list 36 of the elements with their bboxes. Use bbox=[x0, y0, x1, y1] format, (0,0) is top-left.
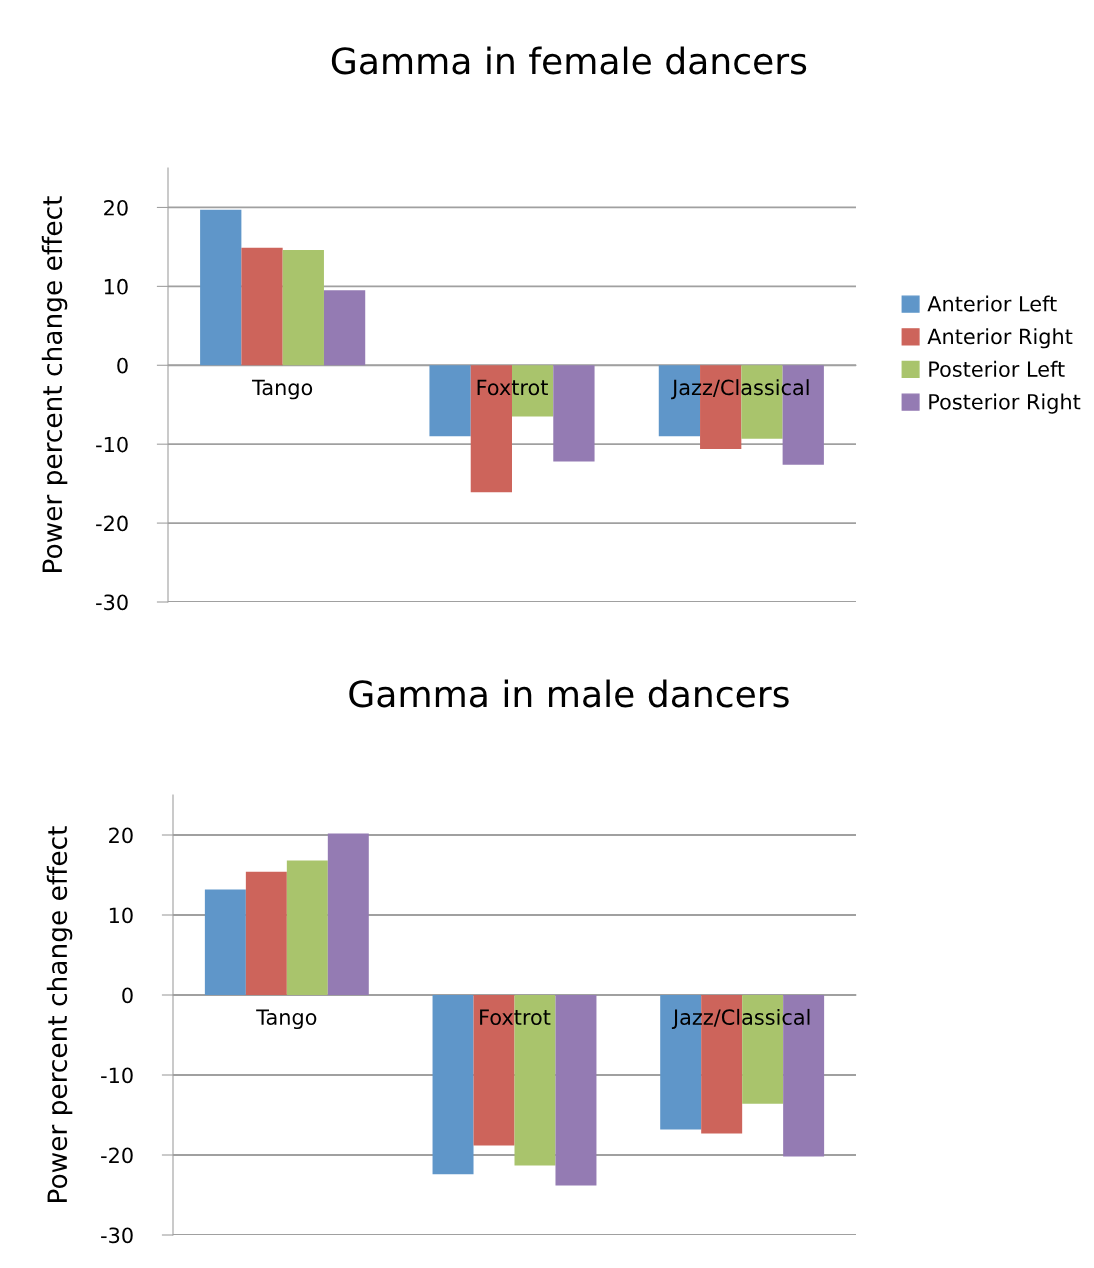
y-tick-label: 10 bbox=[109, 907, 133, 924]
bar bbox=[282, 250, 324, 366]
bar bbox=[323, 290, 366, 366]
bar bbox=[200, 209, 242, 366]
legend-label: Posterior Right bbox=[929, 393, 1081, 414]
x-tick-label: Foxtrot bbox=[480, 1009, 551, 1026]
chart-title: Gamma in male dancers bbox=[349, 679, 789, 708]
bar bbox=[327, 833, 369, 995]
y-tick-label: -20 bbox=[101, 1147, 133, 1164]
y-tick-label: 20 bbox=[104, 199, 128, 216]
x-tick-label: Tango bbox=[256, 1009, 317, 1030]
bar bbox=[429, 365, 471, 437]
legend-label: Anterior Right bbox=[927, 328, 1073, 349]
y-tick-label: 20 bbox=[109, 827, 133, 844]
x-tick-label: Foxtrot bbox=[477, 379, 548, 396]
y-tick-label: -30 bbox=[101, 1227, 133, 1244]
bar bbox=[555, 995, 597, 1186]
y-axis-title: Power percent change effect bbox=[41, 196, 68, 572]
legend-label: Anterior Left bbox=[927, 295, 1057, 312]
bar bbox=[241, 247, 283, 366]
y-tick-label: -10 bbox=[96, 436, 128, 453]
legend-label: Posterior Left bbox=[929, 360, 1065, 377]
bar bbox=[286, 860, 328, 995]
y-tick-label: -10 bbox=[101, 1067, 133, 1084]
y-axis-title: Power percent change effect bbox=[46, 826, 73, 1202]
chart-title: Gamma in female dancers bbox=[331, 46, 807, 75]
y-tick-label: 0 bbox=[122, 987, 133, 1004]
y-tick-label: 10 bbox=[104, 278, 128, 295]
y-tick-label: -20 bbox=[96, 515, 128, 532]
bar bbox=[432, 995, 474, 1175]
y-tick-label: 0 bbox=[117, 357, 128, 374]
y-tick-label: -30 bbox=[96, 594, 128, 611]
bar bbox=[245, 871, 287, 995]
x-tick-label: Tango bbox=[251, 379, 313, 400]
bar bbox=[204, 889, 246, 995]
bar bbox=[553, 365, 595, 462]
